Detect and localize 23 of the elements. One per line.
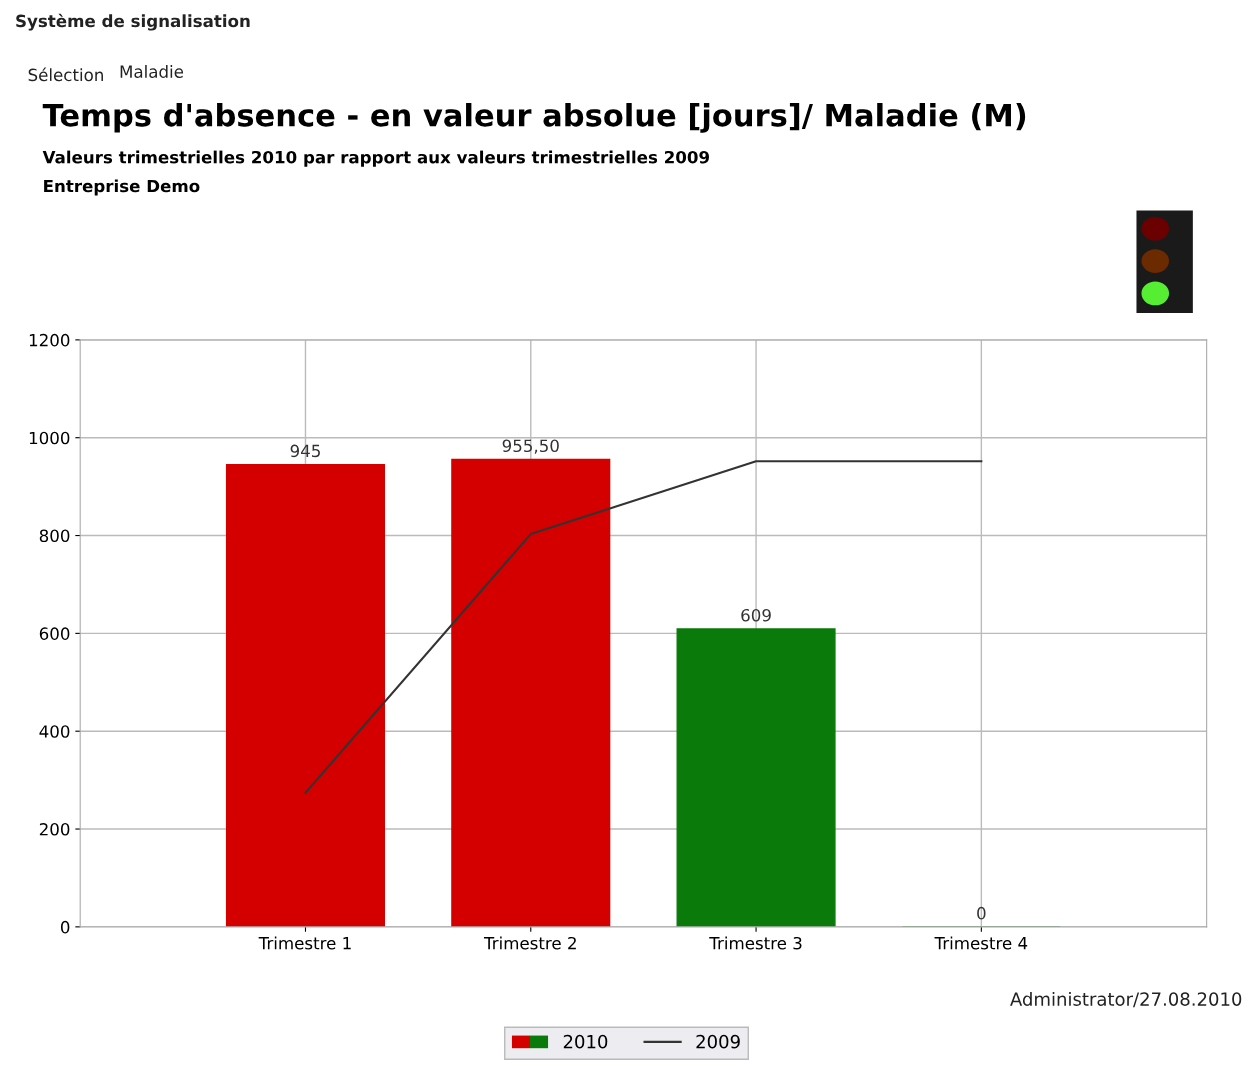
y-tick-label: 1000 [29, 431, 70, 445]
x-tick-label: Trimestre 3 [709, 936, 802, 950]
x-tick-label: Trimestre 4 [934, 936, 1028, 950]
x-tick-label: Trimestre 2 [483, 936, 576, 950]
y-tick-label: 800 [39, 529, 70, 543]
y-tick-label: 200 [39, 822, 70, 836]
data-label: 955,50 [502, 439, 559, 454]
data-label: 945 [290, 444, 320, 458]
data-label: 609 [741, 608, 771, 622]
chart-subtitle: Valeurs trimestrielles 2010 par rapport aux valeurs trimestrielles 2009 Entreprise Demo [42, 150, 710, 196]
text: Sélection [28, 67, 103, 82]
y-tick-label: 400 [39, 725, 70, 738]
text: Administrator/27.08.2010 [1010, 991, 1242, 1008]
x-tick-label: Trimestre 1 [258, 936, 351, 950]
chart-title: Temps d'absence - en valeur absolue [jours]/ Maladie (M) [42, 103, 1026, 133]
legend-label: 2009 [696, 1034, 740, 1049]
y-tick-label: 600 [39, 627, 70, 640]
text: Maladie [120, 65, 184, 78]
text: Système de signalisation [16, 13, 250, 31]
data-label: 0 [977, 906, 986, 920]
y-tick-label: 0 [60, 920, 70, 934]
y-tick-label: 1200 [29, 333, 70, 347]
legend-label: 2010 [563, 1034, 608, 1049]
